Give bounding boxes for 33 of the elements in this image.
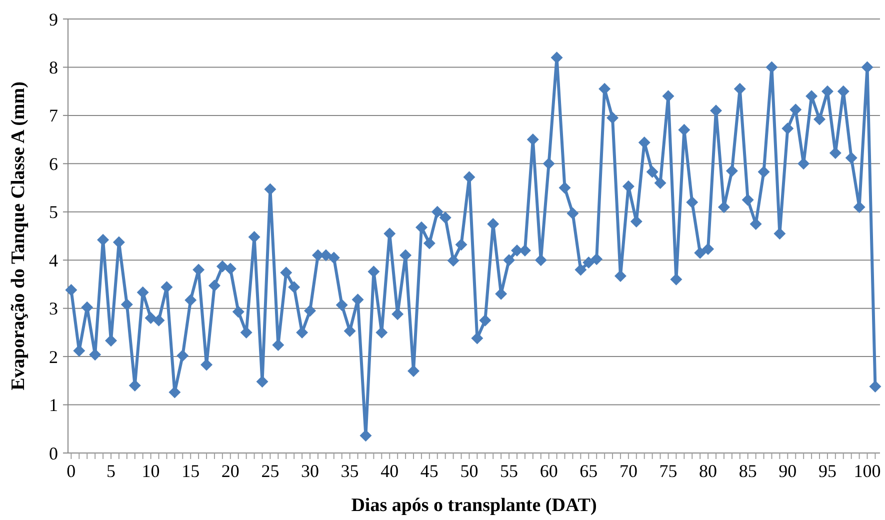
x-tick-label: 95: [818, 461, 836, 481]
x-tick-label: 80: [699, 461, 718, 481]
y-tick-label: 9: [49, 9, 58, 30]
x-tick-label: 10: [142, 461, 160, 481]
x-tick-label: 15: [182, 461, 200, 481]
x-tick-label: 30: [301, 461, 320, 481]
y-tick-label: 1: [49, 395, 58, 416]
x-tick-label: 35: [340, 461, 359, 481]
x-tick-label: 60: [540, 461, 558, 481]
x-tick-label: 75: [659, 461, 678, 481]
x-tick-label: 70: [619, 461, 638, 481]
x-tick-label: 25: [261, 461, 280, 481]
x-tick-label: 65: [580, 461, 598, 481]
y-tick-label: 2: [49, 346, 58, 367]
y-tick-label: 0: [49, 443, 58, 464]
y-tick-label: 5: [49, 202, 58, 222]
y-tick-label: 3: [49, 298, 58, 319]
x-tick-label: 50: [460, 461, 478, 481]
x-tick-label: 100: [854, 461, 881, 481]
x-tick-label: 0: [66, 461, 76, 481]
x-tick-label: 85: [738, 461, 757, 481]
x-tick-label: 20: [221, 461, 240, 481]
x-axis-title: Dias após o transplante (DAT): [351, 495, 597, 516]
x-tick-label: 90: [778, 461, 797, 481]
x-tick-label: 40: [380, 461, 399, 481]
x-tick-label: 55: [500, 461, 518, 481]
y-axis-title: Evaporação do Tanque Classe A (mm): [8, 82, 29, 390]
y-tick-label: 6: [49, 154, 58, 174]
y-tick-label: 8: [49, 58, 58, 78]
y-tick-label: 4: [49, 250, 58, 270]
x-tick-label: 45: [420, 461, 438, 481]
y-tick-label: 7: [49, 106, 58, 126]
x-tick-label: 5: [106, 461, 116, 481]
